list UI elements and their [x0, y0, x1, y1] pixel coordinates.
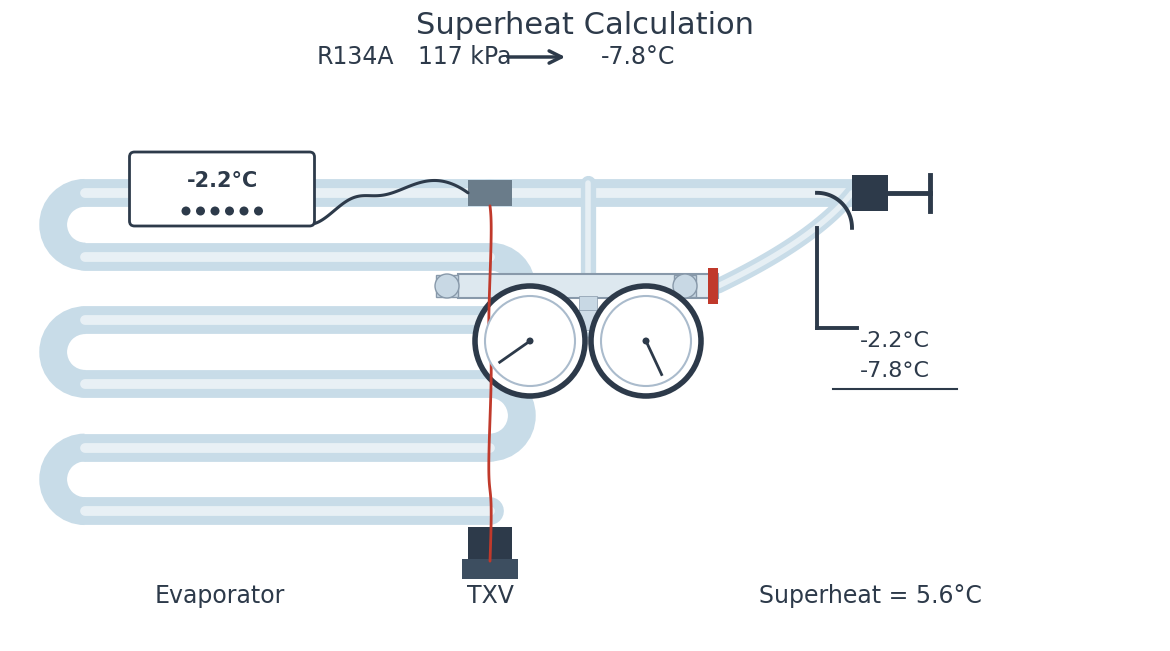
Text: R134A: R134A — [316, 45, 394, 69]
Bar — [457, 274, 718, 298]
Circle shape — [240, 206, 248, 215]
Circle shape — [601, 296, 691, 386]
Text: -7.8°C: -7.8°C — [601, 45, 675, 69]
Text: Superheat = 5.6°C: Superheat = 5.6°C — [758, 584, 982, 608]
Text: -2.2°C: -2.2°C — [186, 171, 257, 191]
Circle shape — [225, 206, 234, 215]
Text: -7.8°C: -7.8°C — [860, 361, 930, 381]
Bar — [579, 296, 597, 312]
Circle shape — [475, 286, 585, 396]
Circle shape — [591, 286, 701, 396]
Text: 117 kPa: 117 kPa — [418, 45, 511, 69]
Text: Superheat Calculation: Superheat Calculation — [417, 12, 753, 40]
Text: -2.2°C: -2.2°C — [860, 331, 930, 351]
Bar — [674, 275, 696, 297]
Circle shape — [486, 296, 574, 386]
Bar — [468, 527, 512, 561]
Circle shape — [197, 206, 205, 215]
Circle shape — [526, 337, 534, 344]
Circle shape — [211, 206, 220, 215]
Bar — [514, 310, 542, 330]
Circle shape — [642, 337, 649, 344]
Text: TXV: TXV — [467, 584, 514, 608]
Bar — [436, 275, 457, 297]
Text: Evaporator: Evaporator — [154, 584, 285, 608]
Bar — [852, 175, 888, 211]
Circle shape — [254, 206, 263, 215]
Bar — [468, 180, 512, 206]
Circle shape — [673, 274, 697, 298]
Circle shape — [181, 206, 191, 215]
Bar — [462, 559, 518, 579]
Bar — [708, 268, 718, 304]
FancyBboxPatch shape — [130, 152, 315, 226]
Bar — [574, 310, 603, 330]
Bar — [639, 296, 658, 312]
Bar — [634, 310, 662, 330]
Bar — [519, 296, 537, 312]
Circle shape — [435, 274, 459, 298]
